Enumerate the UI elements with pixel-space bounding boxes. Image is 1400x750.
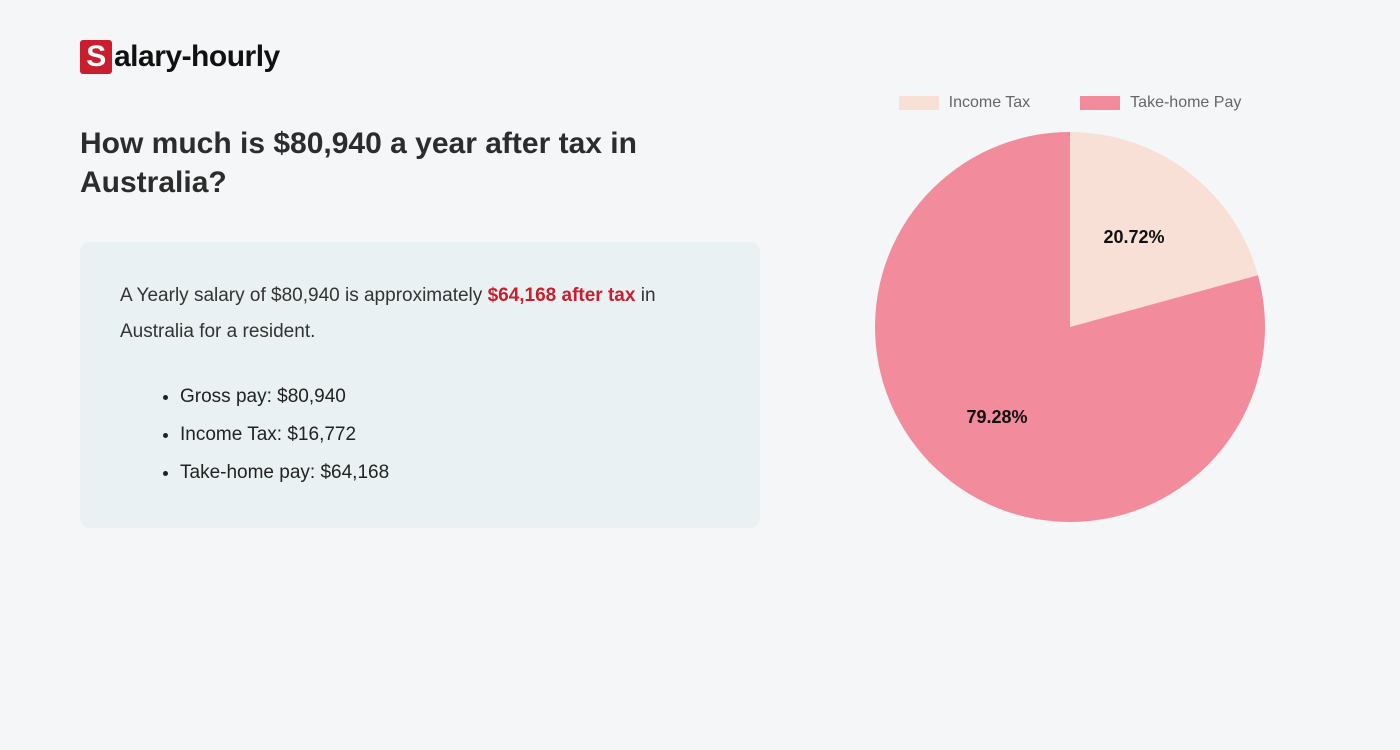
summary-pre: A Yearly salary of $80,940 is approximat… bbox=[120, 285, 488, 306]
legend-swatch-take-home bbox=[1080, 96, 1120, 110]
summary-text: A Yearly salary of $80,940 is approximat… bbox=[120, 278, 720, 350]
legend-item-income-tax: Income Tax bbox=[899, 94, 1031, 112]
bullet-gross-pay: Gross pay: $80,940 bbox=[180, 378, 720, 416]
logo-letter: S bbox=[80, 40, 112, 74]
summary-highlight: $64,168 after tax bbox=[488, 285, 636, 306]
bullet-income-tax: Income Tax: $16,772 bbox=[180, 416, 720, 454]
legend-item-take-home: Take-home Pay bbox=[1080, 94, 1241, 112]
chart-column: Income Tax Take-home Pay 20.72% 79.28% bbox=[820, 94, 1320, 527]
chart-legend: Income Tax Take-home Pay bbox=[820, 94, 1320, 112]
page-title: How much is $80,940 a year after tax in … bbox=[80, 124, 760, 202]
pie-chart: 20.72% 79.28% bbox=[870, 127, 1270, 527]
pie-svg bbox=[870, 127, 1270, 527]
brand-logo: Salary-hourly bbox=[80, 40, 1320, 74]
pie-label-income-tax: 20.72% bbox=[1104, 227, 1165, 248]
legend-swatch-income-tax bbox=[899, 96, 939, 110]
legend-label-take-home: Take-home Pay bbox=[1130, 94, 1241, 112]
left-column: How much is $80,940 a year after tax in … bbox=[80, 124, 760, 528]
bullet-take-home: Take-home pay: $64,168 bbox=[180, 454, 720, 492]
pie-label-take-home: 79.28% bbox=[966, 407, 1027, 428]
main-content: How much is $80,940 a year after tax in … bbox=[80, 124, 1320, 528]
legend-label-income-tax: Income Tax bbox=[949, 94, 1031, 112]
info-box: A Yearly salary of $80,940 is approximat… bbox=[80, 242, 760, 528]
bullet-list: Gross pay: $80,940 Income Tax: $16,772 T… bbox=[120, 378, 720, 492]
logo-text: alary-hourly bbox=[114, 40, 280, 74]
